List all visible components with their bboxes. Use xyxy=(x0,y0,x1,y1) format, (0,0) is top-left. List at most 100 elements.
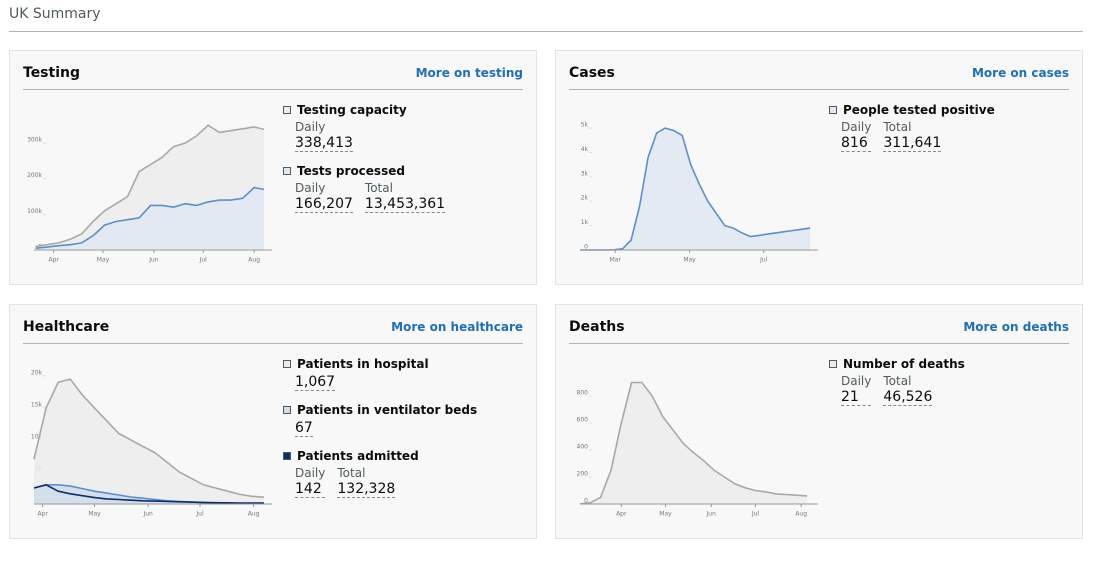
y-tick-label: 10k xyxy=(31,433,43,440)
stat-value: 166,207 xyxy=(295,196,353,213)
legend-entry: Number of deaths xyxy=(829,357,965,371)
x-tick-label: Jul xyxy=(199,257,208,264)
card-title: Healthcare xyxy=(23,319,110,335)
stat-label: Total xyxy=(364,181,393,195)
line xyxy=(33,483,265,504)
x-tick-label: Apr xyxy=(37,511,48,518)
card-link[interactable]: More on healthcare xyxy=(391,320,523,334)
stat: Daily 142 xyxy=(295,466,326,498)
card-link[interactable]: More on testing xyxy=(415,66,523,80)
legend-label: Testing capacity xyxy=(297,103,407,117)
x-tick-label: Jun xyxy=(142,511,153,518)
x-tick-label: Jul xyxy=(759,257,768,264)
stat-label: Daily xyxy=(841,120,872,134)
stat: Total 13,453,361 xyxy=(364,181,446,213)
card-link[interactable]: More on cases xyxy=(971,66,1069,80)
stat-label: Daily xyxy=(295,120,326,134)
metric: Patients admitted Daily 142 Total 132,328 xyxy=(283,449,477,498)
y-tick-label: 3k xyxy=(581,170,589,177)
area xyxy=(35,187,264,250)
metric: Testing capacity Daily 338,413 xyxy=(283,103,457,152)
legend-entry: People tested positive xyxy=(829,103,995,117)
legend-label: People tested positive xyxy=(843,103,995,117)
card-title: Deaths xyxy=(569,319,625,335)
card-title: Cases xyxy=(569,65,615,81)
legend-entry: Patients in ventilator beds xyxy=(283,403,477,417)
legend-entry: Patients in hospital xyxy=(283,357,477,371)
area xyxy=(34,379,264,504)
stat-value: 21 xyxy=(841,389,872,406)
y-tick-label: 15k xyxy=(31,401,43,408)
x-tick-label: May xyxy=(659,511,672,518)
legend-icon xyxy=(283,406,291,414)
legend: People tested positive Daily 816 Total 311,6… xyxy=(829,103,995,164)
area xyxy=(34,484,264,504)
legend-icon xyxy=(283,167,291,175)
x-tick-label: Jul xyxy=(751,511,760,518)
y-tick-label: 0 xyxy=(584,498,588,505)
line xyxy=(35,186,265,249)
line xyxy=(579,381,808,505)
stat: Total 46,526 xyxy=(883,374,933,406)
card: Cases More on cases 0 1k 2k 3k 4k 5k Mar May Jul Pe… xyxy=(555,50,1083,285)
metric: Patients in ventilator beds 67 xyxy=(283,403,477,437)
metric: People tested positive Daily 816 Total 311,6… xyxy=(829,103,995,152)
stat: Total 311,641 xyxy=(883,120,942,152)
x-tick-label: Aug xyxy=(795,511,807,518)
legend-label: Patients admitted xyxy=(297,449,419,463)
stat: Daily 21 xyxy=(841,374,872,406)
page-title: UK Summary xyxy=(9,6,101,22)
x-tick-label: Jun xyxy=(148,257,159,264)
x-tick-label: May xyxy=(88,511,101,518)
stat-value: 142 xyxy=(295,481,326,498)
x-tick-label: Aug xyxy=(248,257,260,264)
card: Deaths More on deaths 0 200 400 600 800 Apr May J… xyxy=(555,304,1083,539)
stat-value: 132,328 xyxy=(337,481,396,498)
card-divider xyxy=(23,89,523,90)
y-tick-label: 4k xyxy=(581,146,589,153)
stat: 67 xyxy=(295,420,313,437)
legend-entry: Tests processed xyxy=(283,164,457,178)
stat: Total 132,328 xyxy=(337,466,396,498)
stat-value: 338,413 xyxy=(295,135,353,152)
stat-label: Total xyxy=(337,466,366,480)
x-tick-label: Jun xyxy=(706,511,717,518)
legend: Number of deaths Daily 21 Total 46,526 xyxy=(829,357,965,418)
stat-label: Total xyxy=(883,374,912,388)
x-tick-label: Jul xyxy=(195,511,204,518)
stats: Daily 338,413 xyxy=(295,120,457,152)
legend-label: Patients in hospital xyxy=(297,357,429,371)
legend-icon xyxy=(283,452,291,460)
area xyxy=(580,128,810,250)
divider xyxy=(9,31,1083,32)
metric: Tests processed Daily 166,207 Total 13,453,3… xyxy=(283,164,457,213)
y-tick-label: 20k xyxy=(31,369,43,376)
card-link[interactable]: More on deaths xyxy=(963,320,1069,334)
line xyxy=(35,124,265,248)
card-divider xyxy=(23,343,523,344)
x-tick-label: Apr xyxy=(49,257,60,264)
legend-entry: Patients admitted xyxy=(283,449,477,463)
y-tick-label: 0 xyxy=(584,244,588,251)
metric: Patients in hospital 1,067 xyxy=(283,357,477,391)
x-tick-label: Apr xyxy=(616,511,627,518)
x-tick-label: May xyxy=(683,257,696,264)
stats: Daily 21 Total 46,526 xyxy=(841,374,965,406)
legend-label: Tests processed xyxy=(297,164,405,178)
legend-label: Number of deaths xyxy=(843,357,965,371)
stats: Daily 142 Total 132,328 xyxy=(295,466,477,498)
stat-label: Daily xyxy=(841,374,872,388)
legend-icon xyxy=(283,106,291,114)
card-title: Testing xyxy=(23,65,80,81)
chart: 0 200 400 600 800 Apr May Jun Jul Aug xyxy=(577,381,818,518)
legend: Patients in hospital 1,067 Patients in ven… xyxy=(283,357,477,510)
x-tick-label: Aug xyxy=(248,511,260,518)
legend-icon xyxy=(283,360,291,368)
legend-label: Patients in ventilator beds xyxy=(297,403,478,417)
y-tick-label: 800 xyxy=(577,390,589,397)
card-divider xyxy=(569,89,1069,90)
chart: 0 1k 2k 3k 4k 5k Mar May Jul xyxy=(580,122,818,264)
y-tick-label: 600 xyxy=(577,417,589,424)
y-tick-label: 100k xyxy=(27,208,42,215)
